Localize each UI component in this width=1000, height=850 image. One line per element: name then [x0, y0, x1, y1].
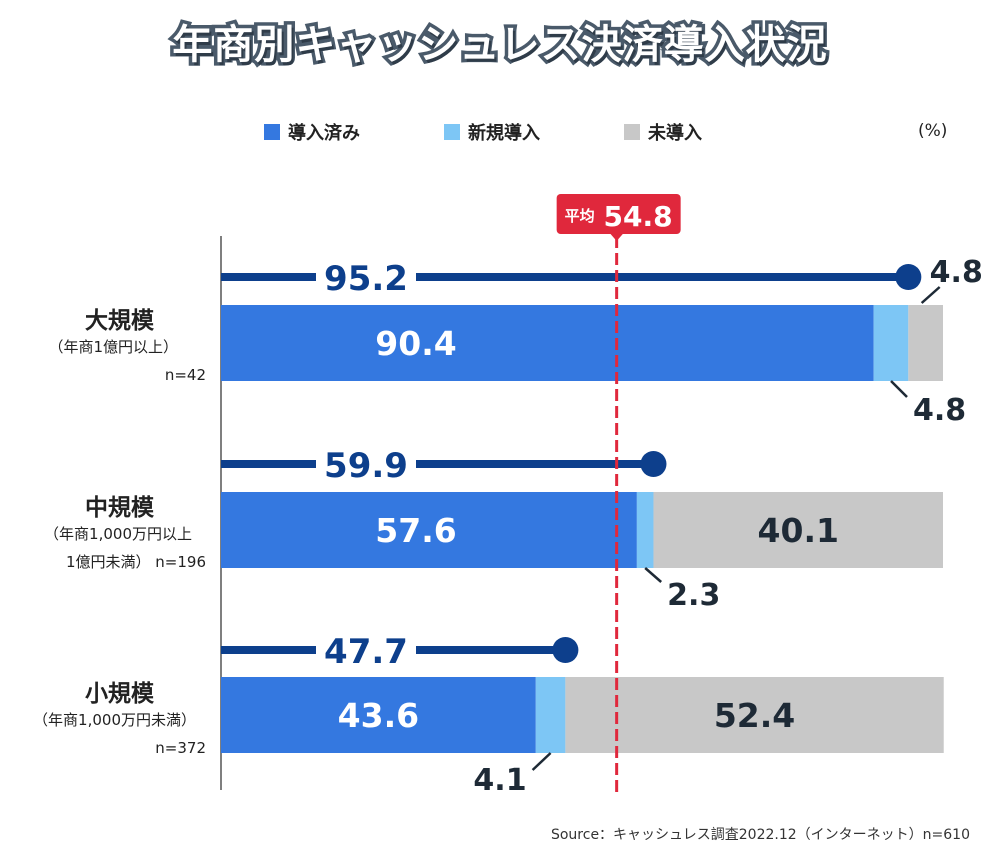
- callout-label-not-introduced-leader: [920, 286, 941, 304]
- bar-value-label-introduced: 90.4: [375, 324, 456, 363]
- category-name: 小規模: [85, 681, 154, 707]
- bar-segment-introduced: [221, 305, 874, 381]
- legend-swatch-not-introduced: [624, 124, 640, 140]
- bar-value-label-not-introduced: 52.4: [714, 696, 795, 735]
- callout-label-new: 2.3: [667, 578, 720, 613]
- legend-label-new: 新規導入: [468, 123, 540, 144]
- legend-swatch-introduced: [264, 124, 280, 140]
- category-n: n=196: [155, 553, 206, 571]
- bar-segment-not-introduced: [565, 677, 944, 753]
- bar-segment-introduced: [221, 677, 536, 753]
- bar-value-label-not-introduced: 40.1: [758, 511, 839, 550]
- average-label: 平均: [565, 207, 595, 225]
- category-name: 大規模: [85, 308, 154, 334]
- legend-item-not-introduced: 未導入: [624, 119, 702, 145]
- category-label-large: 大規模 （年商1億円以上） n=42: [0, 306, 206, 386]
- category-sub: （年商1億円以上）: [48, 338, 178, 356]
- total-label-bg: [316, 631, 416, 669]
- average-value: 54.8: [604, 200, 673, 233]
- category-name: 中規模: [85, 495, 154, 521]
- bar-segment-not-introduced: [908, 305, 943, 381]
- callout-label-new-leader: [890, 380, 908, 398]
- category-sub: （年商1,000万円以上: [44, 525, 192, 543]
- source-note: Source：キャッシュレス調査2022.12（インターネット）n=610: [550, 827, 970, 843]
- callout-label-not-introduced: 4.8: [930, 255, 983, 290]
- legend-label-introduced: 導入済み: [288, 123, 360, 144]
- callout-label-new: 4.1: [473, 763, 526, 798]
- average-badge-pointer: [609, 233, 624, 241]
- chart-title: 年商別キャッシュレス決済導入状況: [169, 19, 830, 72]
- category-n: n=42: [164, 366, 206, 384]
- total-label-bg: [316, 445, 416, 483]
- bar-value-label-introduced: 43.6: [338, 696, 419, 735]
- category-label-small: 小規模 （年商1,000万円未満） n=372: [0, 679, 206, 759]
- legend: 導入済み 新規導入 未導入: [0, 119, 1000, 145]
- total-value-label: 95.2: [324, 259, 408, 299]
- bar-segment-new: [636, 492, 654, 568]
- bar-segment-new: [873, 305, 909, 381]
- total-label-bg: [316, 258, 416, 296]
- total-value-label: 47.7: [324, 632, 408, 672]
- category-sub-line2: 1億円未満）: [65, 553, 151, 571]
- average-badge: [556, 194, 681, 234]
- total-line-end-dot: [895, 264, 922, 290]
- legend-item-introduced: 導入済み: [264, 119, 360, 145]
- bar-segment-not-introduced: [653, 492, 943, 568]
- bar-segment-introduced: [221, 492, 637, 568]
- legend-label-not-introduced: 未導入: [648, 123, 702, 144]
- callout-label-new: 4.8: [913, 393, 966, 428]
- bar-segment-new: [535, 677, 566, 753]
- callout-label-new-leader: [644, 567, 662, 583]
- category-label-medium: 中規模 （年商1,000万円以上 1億円未満） n=196: [0, 493, 206, 573]
- bar-value-label-introduced: 57.6: [375, 511, 456, 550]
- legend-item-new: 新規導入: [444, 119, 540, 145]
- category-sub: （年商1,000万円未満）: [33, 711, 196, 729]
- callout-label-new-leader: [531, 752, 552, 771]
- category-sub-2: 1億円未満） n=196: [0, 551, 206, 573]
- total-value-label: 59.9: [324, 446, 408, 486]
- category-n: n=372: [155, 739, 206, 757]
- legend-swatch-new: [444, 124, 460, 140]
- total-line-end-dot: [552, 637, 579, 663]
- total-line-end-dot: [640, 451, 667, 477]
- unit-label: (%): [918, 121, 948, 141]
